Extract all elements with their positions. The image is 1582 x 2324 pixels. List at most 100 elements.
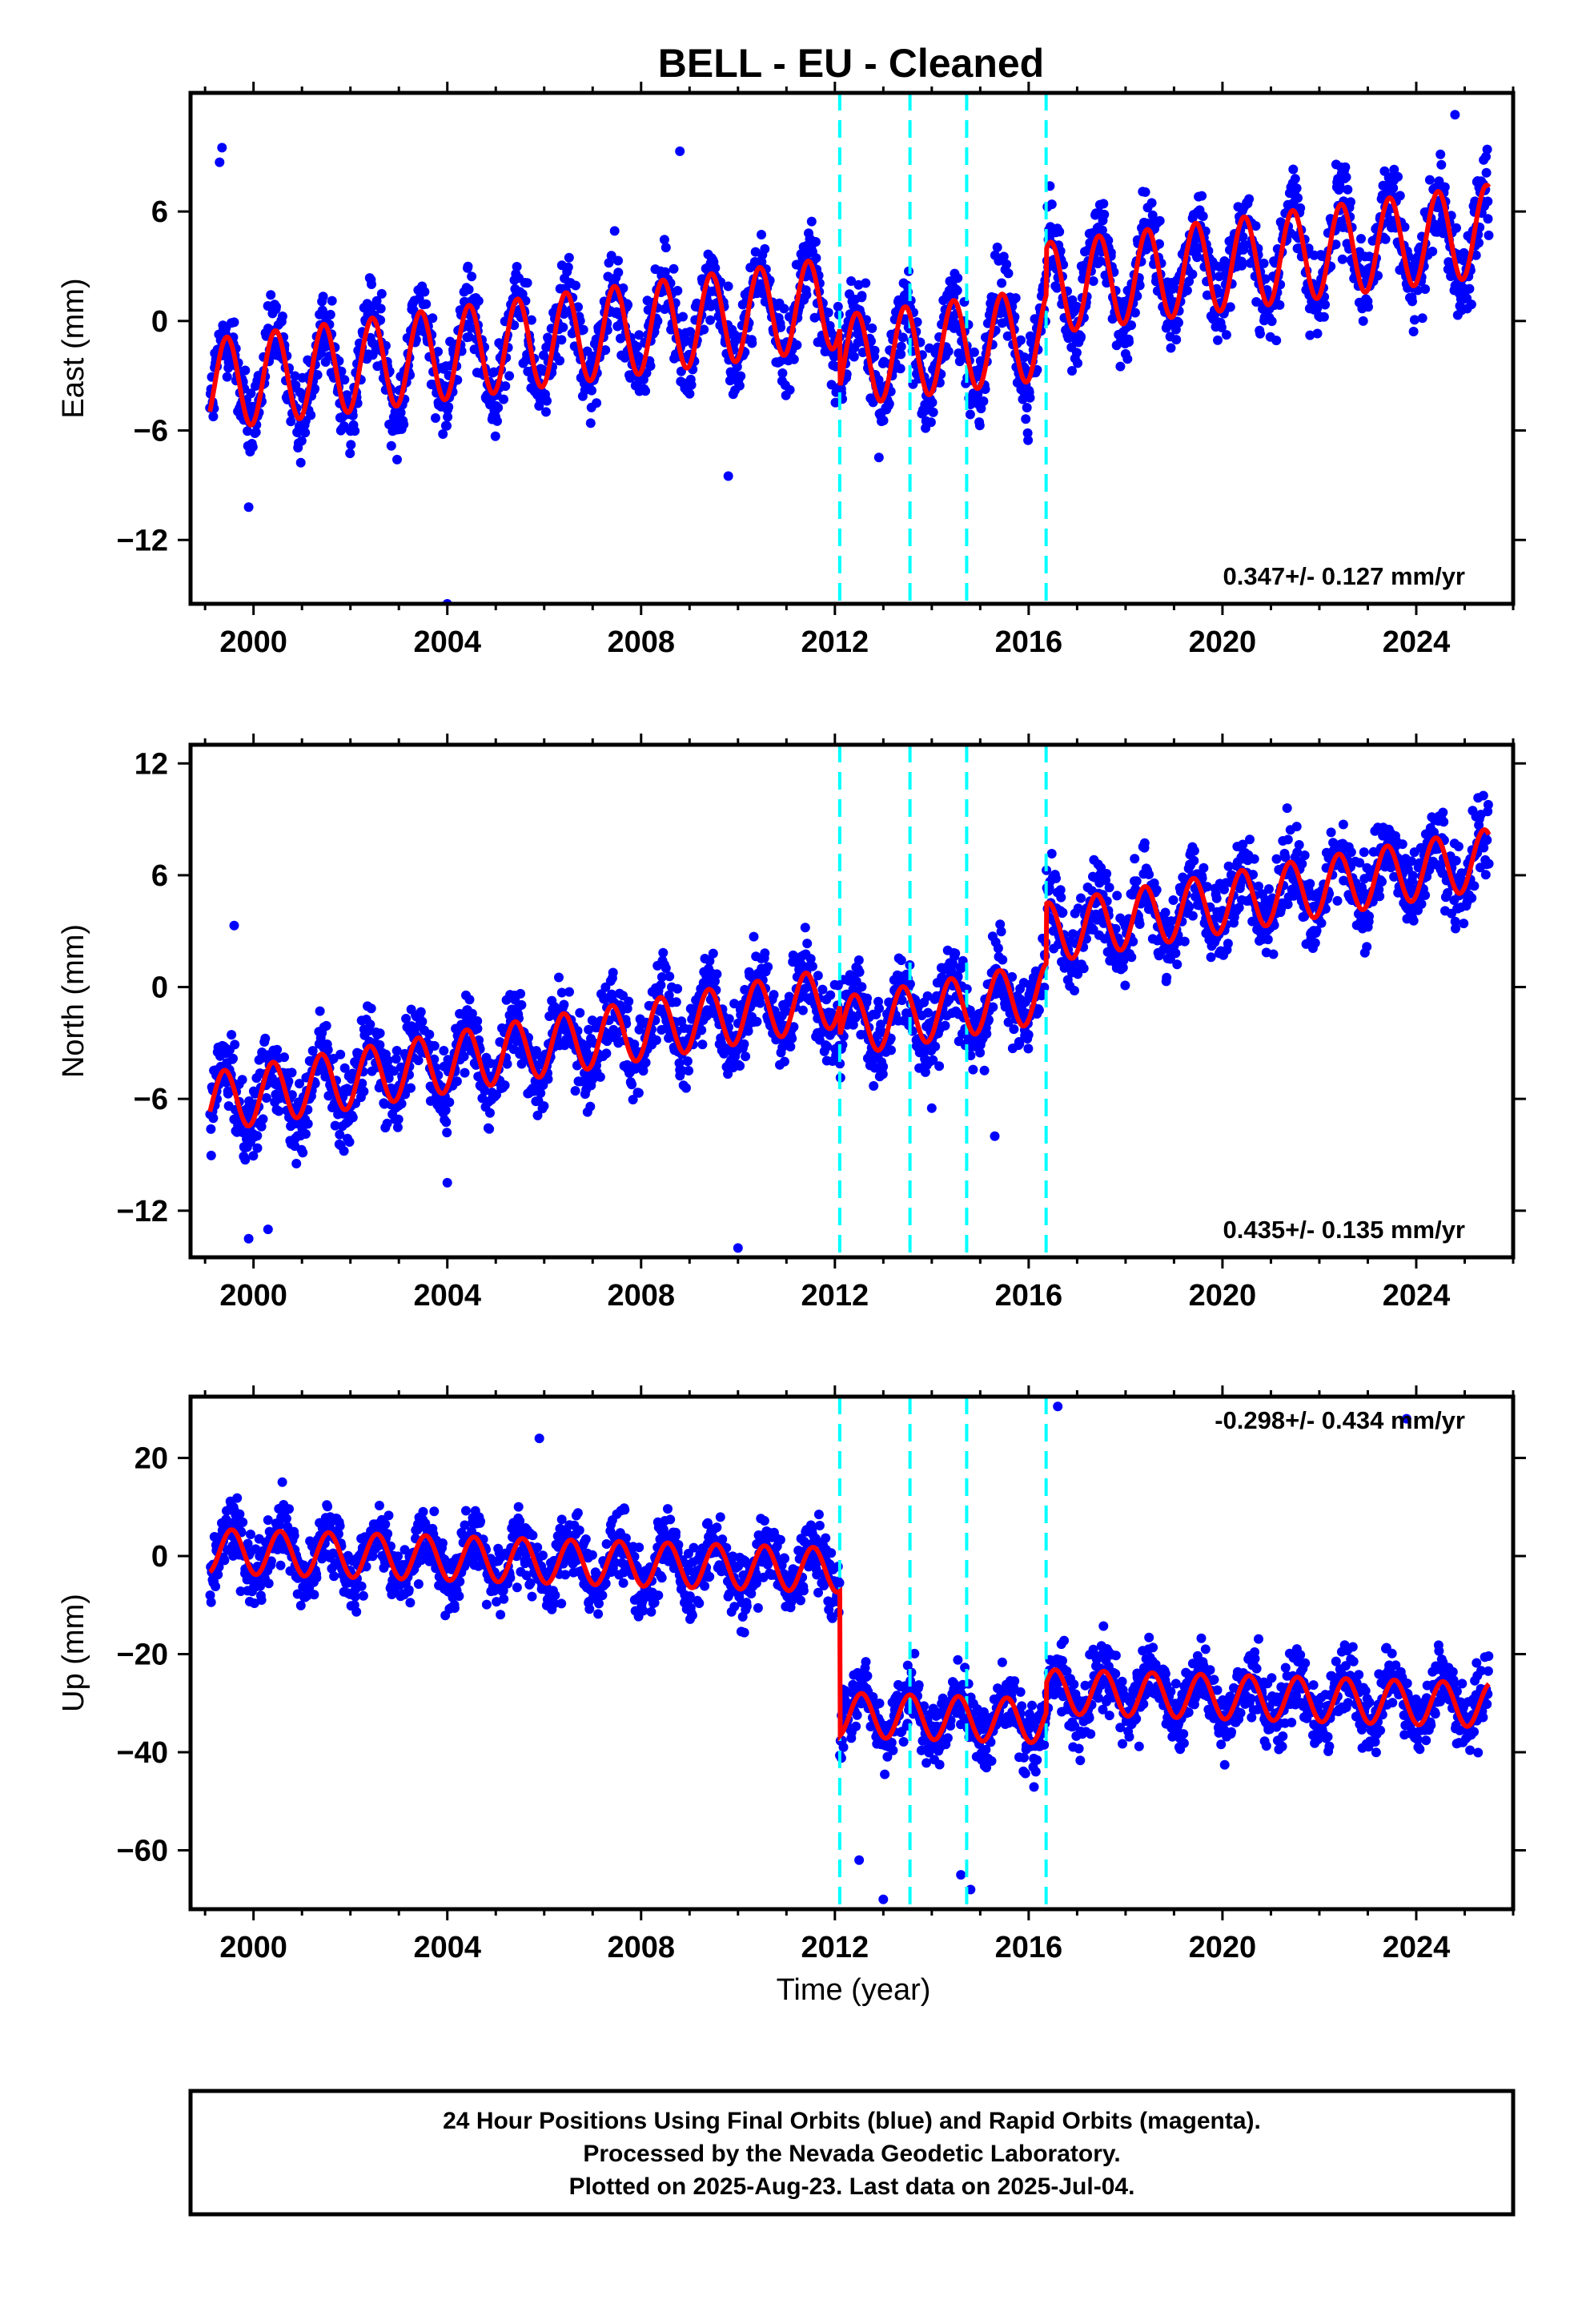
data-point — [861, 278, 871, 288]
data-point — [673, 983, 683, 994]
data-point — [1126, 952, 1137, 963]
x-tick-label: 2016 — [995, 625, 1063, 659]
data-point — [608, 967, 618, 978]
east-panel: 2000 2004 2008 2012 2016 2020 2024−12−606East … — [57, 82, 1526, 659]
data-point — [934, 1061, 945, 1072]
data-point — [1056, 892, 1066, 903]
data-point — [1134, 919, 1145, 929]
data-point — [998, 955, 1008, 965]
data-point — [401, 1014, 412, 1023]
data-point — [1341, 172, 1351, 183]
data-point — [433, 347, 443, 357]
data-point — [1312, 328, 1323, 339]
data-point — [705, 956, 715, 966]
data-point — [1099, 209, 1110, 219]
data-point — [1020, 997, 1030, 1007]
data-point — [760, 948, 770, 959]
data-point — [968, 1064, 978, 1075]
data-point — [923, 1007, 934, 1018]
data-point — [1439, 182, 1450, 192]
data-point — [792, 340, 802, 350]
data-point — [1126, 320, 1136, 331]
data-point — [1305, 879, 1315, 889]
data-point — [1335, 180, 1345, 191]
data-point — [396, 408, 406, 418]
data-point — [467, 1008, 477, 1019]
data-point — [248, 1151, 259, 1161]
data-points — [205, 1401, 1494, 1904]
data-point — [587, 385, 596, 396]
data-point — [493, 403, 504, 413]
data-point — [656, 972, 667, 982]
data-point — [1010, 293, 1021, 304]
data-point — [789, 354, 799, 364]
data-point — [810, 237, 821, 247]
data-point — [342, 390, 352, 400]
data-point — [237, 1075, 247, 1085]
data-point — [1316, 918, 1327, 928]
data-point — [1424, 175, 1435, 185]
data-point — [1292, 847, 1303, 858]
data-point — [633, 1088, 644, 1098]
data-point — [685, 388, 695, 399]
data-point — [417, 1016, 428, 1027]
data-point — [1263, 884, 1274, 895]
data-point — [953, 273, 963, 283]
data-point — [441, 1117, 452, 1128]
x-tick-label: 2000 — [219, 625, 287, 659]
data-point — [776, 322, 786, 332]
data-point — [371, 296, 382, 306]
data-point — [295, 457, 306, 468]
data-point — [584, 1024, 594, 1035]
data-point — [896, 349, 906, 360]
data-point — [492, 416, 502, 426]
data-point — [559, 309, 569, 319]
data-point — [439, 1046, 449, 1055]
data-point — [749, 931, 759, 942]
data-point — [1088, 276, 1098, 286]
data-point — [1021, 414, 1031, 424]
data-point — [1147, 210, 1158, 220]
data-point — [588, 1074, 598, 1084]
data-point — [1420, 890, 1431, 900]
data-point — [1213, 335, 1223, 345]
data-point — [1260, 274, 1271, 284]
data-point — [1124, 337, 1134, 347]
data-point — [965, 409, 975, 420]
data-point — [822, 1041, 833, 1051]
data-point — [763, 962, 773, 972]
data-point — [969, 347, 979, 357]
data-point — [544, 1011, 555, 1021]
data-point — [271, 302, 281, 312]
data-point — [708, 948, 718, 959]
data-point — [1408, 327, 1419, 336]
data-point — [606, 251, 616, 261]
data-point — [516, 988, 526, 999]
data-point — [290, 371, 300, 381]
data-point — [877, 1069, 888, 1080]
north-panel: 2000 2004 2008 2012 2016 2020 2024−12−60612Nor… — [57, 734, 1526, 1313]
data-point — [359, 1086, 369, 1096]
data-point — [325, 309, 335, 320]
x-tick-label: 2016 — [995, 1279, 1063, 1313]
data-point — [1271, 336, 1282, 346]
x-tick-label: 2008 — [607, 1279, 675, 1313]
data-point — [1484, 230, 1494, 240]
outlier-point — [263, 1224, 273, 1235]
up-panel: 2000 2004 2008 2012 2016 2020 2024−60−40−20020… — [57, 1385, 1526, 1964]
data-point — [673, 286, 683, 296]
rate-annotation: 0.435+/- 0.135 mm/yr — [1223, 1216, 1465, 1244]
data-point — [1054, 227, 1065, 237]
data-point — [464, 284, 474, 295]
data-point — [258, 1114, 268, 1124]
data-point — [375, 1039, 385, 1050]
data-point — [1259, 258, 1269, 268]
data-point — [823, 308, 833, 318]
data-point — [807, 961, 817, 971]
data-point — [484, 1124, 495, 1134]
data-point — [556, 335, 567, 345]
data-point — [1420, 284, 1431, 294]
y-tick-label: 0 — [151, 971, 168, 1005]
outlier-point — [723, 471, 733, 481]
data-point — [797, 1005, 808, 1015]
